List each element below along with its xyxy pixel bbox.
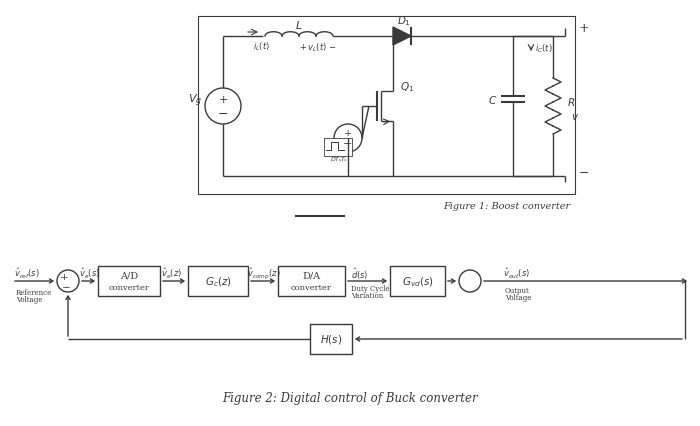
Bar: [98, 266, 160, 296]
Text: $i_C(t)$: $i_C(t)$: [535, 43, 553, 55]
Circle shape: [459, 271, 481, 292]
Text: converter: converter: [291, 283, 332, 291]
Text: $V_g$: $V_g$: [188, 92, 202, 109]
Text: Figure 2: Digital control of Buck converter: Figure 2: Digital control of Buck conver…: [222, 391, 478, 405]
Text: $H(s)$: $H(s)$: [320, 333, 342, 345]
Text: +: +: [60, 272, 69, 281]
Text: $\hat{v}_{out}(s)$: $\hat{v}_{out}(s)$: [503, 266, 530, 280]
Text: Output: Output: [505, 286, 530, 294]
Text: +: +: [344, 129, 352, 138]
Text: −: −: [343, 139, 353, 149]
Text: $G_{vd}(s)$: $G_{vd}(s)$: [402, 274, 433, 288]
Circle shape: [334, 125, 362, 153]
Text: D/A: D/A: [302, 271, 321, 280]
Text: −: −: [218, 107, 228, 120]
Text: $\hat{v}_e(s)$: $\hat{v}_e(s)$: [80, 266, 101, 280]
Text: $\hat{v}_e(z)$: $\hat{v}_e(z)$: [162, 266, 183, 280]
Text: A/D: A/D: [120, 271, 138, 280]
Text: Variation: Variation: [351, 291, 384, 299]
Text: $v$: $v$: [571, 112, 579, 122]
Bar: [198, 17, 575, 195]
Bar: [278, 266, 345, 296]
Text: $i_L(t)$: $i_L(t)$: [253, 40, 270, 53]
Text: $C$: $C$: [489, 94, 498, 106]
Bar: [324, 139, 352, 157]
Text: Reference: Reference: [16, 288, 52, 296]
Text: Figure 1: Boost converter: Figure 1: Boost converter: [443, 201, 570, 210]
Text: $Q_1$: $Q_1$: [400, 80, 414, 94]
Text: Voltage: Voltage: [505, 294, 531, 301]
Text: $D_1$: $D_1$: [397, 14, 411, 28]
Text: $DT_s$: $DT_s$: [330, 155, 343, 164]
Text: converter: converter: [108, 283, 149, 291]
Bar: [188, 266, 248, 296]
Text: $\hat{v}_{ref}(s)$: $\hat{v}_{ref}(s)$: [14, 266, 40, 280]
Text: Duty Cycle: Duty Cycle: [351, 284, 389, 292]
Circle shape: [57, 271, 79, 292]
Text: $R$: $R$: [567, 96, 575, 108]
Text: $\hat{v}_{comp}(z)$: $\hat{v}_{comp}(z)$: [247, 266, 281, 281]
Text: Voltage: Voltage: [16, 295, 43, 303]
Text: $G_c(z)$: $G_c(z)$: [204, 274, 232, 288]
Text: +: +: [579, 23, 589, 35]
Bar: [310, 324, 352, 354]
Text: $T_s$: $T_s$: [340, 155, 348, 164]
Polygon shape: [393, 28, 411, 46]
Text: −: −: [62, 284, 71, 293]
Text: +: +: [218, 95, 228, 105]
Text: $L$: $L$: [295, 19, 303, 31]
Text: −: −: [579, 166, 589, 179]
Circle shape: [205, 89, 241, 125]
Text: $\hat{d}(s)$: $\hat{d}(s)$: [351, 265, 368, 281]
Bar: [390, 266, 445, 296]
Text: $+\,v_L(t)\,-$: $+\,v_L(t)\,-$: [299, 42, 337, 54]
